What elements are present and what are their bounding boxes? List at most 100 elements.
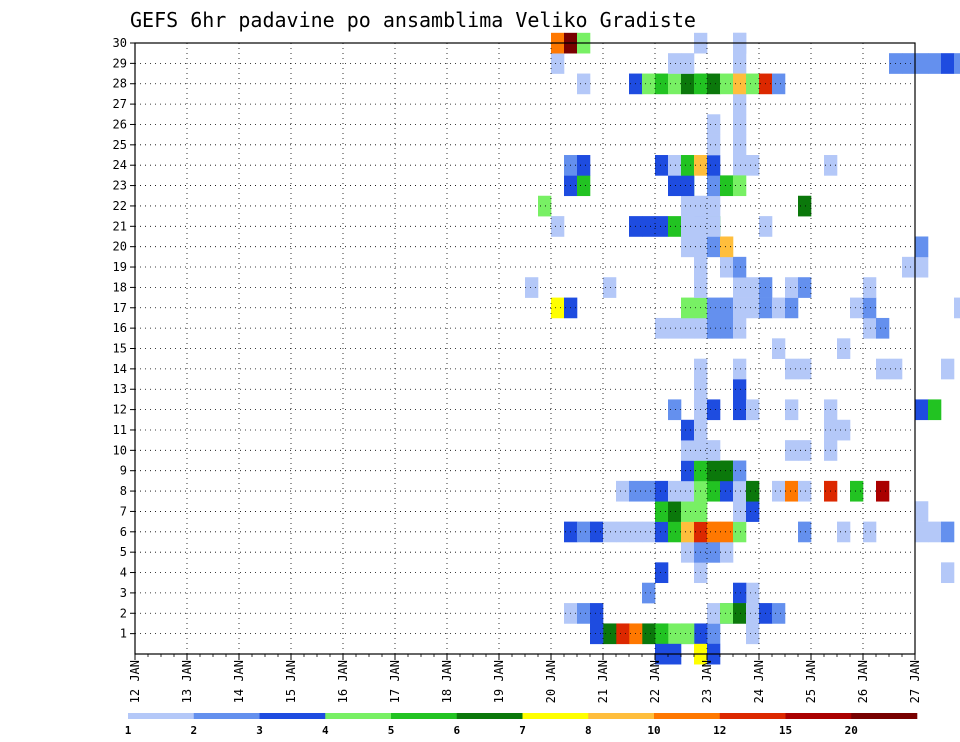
heatmap-cell <box>707 155 721 176</box>
heatmap-cell <box>785 480 799 502</box>
heatmap-cell <box>707 216 721 237</box>
heatmap-cell <box>733 256 747 278</box>
heatmap-cell <box>850 297 864 319</box>
y-tick-label: 8 <box>120 484 127 498</box>
heatmap-cell <box>733 277 747 298</box>
x-tick-label: 12 JAN <box>128 660 142 703</box>
heatmap-cell <box>785 440 799 461</box>
y-tick-label: 27 <box>113 97 127 111</box>
colorbar-label: 3 <box>256 724 263 737</box>
heatmap-cell <box>746 399 760 421</box>
heatmap-cell <box>733 603 747 624</box>
heatmap-cell <box>733 134 747 156</box>
colorbar-swatch <box>588 713 655 719</box>
heatmap-cell <box>915 53 929 74</box>
colorbar-swatch <box>128 713 195 719</box>
heatmap-cell <box>707 297 721 319</box>
y-tick-label: 16 <box>113 321 127 335</box>
heatmap-cell <box>798 440 812 461</box>
colorbar-label: 12 <box>713 724 726 737</box>
heatmap-cell <box>772 297 786 319</box>
heatmap-cell <box>746 603 760 624</box>
heatmap-cells <box>525 32 960 665</box>
heatmap-cell <box>642 480 656 502</box>
heatmap-cell <box>798 358 812 380</box>
heatmap-cell <box>876 480 890 502</box>
colorbar-label: 5 <box>388 724 395 737</box>
heatmap-cell <box>876 317 890 339</box>
heatmap-cell <box>577 175 591 197</box>
heatmap-cell <box>746 582 760 604</box>
x-tick-label: 15 JAN <box>284 660 298 703</box>
x-tick-label: 16 JAN <box>336 660 350 703</box>
y-tick-label: 14 <box>113 362 127 376</box>
heatmap-cell <box>681 440 695 461</box>
y-tick-label: 22 <box>113 199 127 213</box>
heatmap-cell <box>681 175 695 197</box>
y-tick-label: 26 <box>113 117 127 131</box>
heatmap-cell <box>655 501 669 522</box>
colorbar-swatch <box>719 713 786 719</box>
heatmap-cell <box>525 277 539 298</box>
y-tick-label: 7 <box>120 504 127 518</box>
colorbar-swatch <box>193 713 260 719</box>
heatmap-cell <box>577 603 591 624</box>
colorbar-label: 7 <box>519 724 526 737</box>
colorbar-swatch <box>851 713 918 719</box>
heatmap-cell <box>590 603 604 624</box>
heatmap-cell <box>681 480 695 502</box>
heatmap-cell <box>837 419 851 441</box>
heatmap-cell <box>603 623 617 645</box>
heatmap-cell <box>720 297 734 319</box>
y-tick-label: 6 <box>120 525 127 539</box>
heatmap-cell <box>785 297 799 319</box>
heatmap-cell <box>590 623 604 645</box>
y-tick-label: 28 <box>113 77 127 91</box>
heatmap-cell <box>707 134 721 156</box>
heatmap-cell <box>681 501 695 522</box>
heatmap-cell <box>733 358 747 380</box>
heatmap-cell <box>850 480 864 502</box>
colorbar-swatch <box>259 713 326 719</box>
heatmap-cell <box>707 114 721 135</box>
x-tick-label: 22 JAN <box>648 660 662 703</box>
heatmap-cell <box>668 399 682 421</box>
colorbar-swatch <box>391 713 458 719</box>
heatmap-cell <box>681 155 695 176</box>
y-tick-label: 13 <box>113 382 127 396</box>
heatmap-cell <box>655 216 669 237</box>
heatmap-cell <box>720 460 734 482</box>
heatmap-cell <box>668 521 682 543</box>
heatmap-cell <box>941 521 955 543</box>
heatmap-cell <box>551 53 565 74</box>
heatmap-cell <box>603 521 617 543</box>
heatmap-cell <box>863 297 877 319</box>
heatmap-cell <box>733 521 747 543</box>
x-tick-label: 27 JAN <box>908 660 922 703</box>
heatmap-cell <box>681 297 695 319</box>
x-tick-label: 19 JAN <box>492 660 506 703</box>
heatmap-cell <box>915 399 929 421</box>
heatmap-cell <box>681 236 695 258</box>
heatmap-cell <box>642 216 656 237</box>
heatmap-cell <box>707 623 721 645</box>
heatmap-cell <box>798 277 812 298</box>
y-tick-label: 23 <box>113 179 127 193</box>
heatmap-cell <box>681 195 695 217</box>
heatmap-cell <box>733 399 747 421</box>
heatmap-cell <box>668 216 682 237</box>
y-tick-label: 29 <box>113 56 127 70</box>
heatmap-cell <box>928 399 942 421</box>
y-tick-label: 10 <box>113 443 127 457</box>
heatmap-cell <box>681 541 695 563</box>
y-tick-label: 11 <box>113 423 127 437</box>
heatmap-cell <box>915 236 929 258</box>
colorbar-label: 6 <box>453 724 460 737</box>
heatmap-cell <box>681 521 695 543</box>
x-tick-label: 23 JAN <box>700 660 714 703</box>
heatmap-cell <box>902 53 916 74</box>
heatmap-cell <box>733 460 747 482</box>
heatmap-cell <box>720 236 734 258</box>
heatmap-cell <box>655 155 669 176</box>
